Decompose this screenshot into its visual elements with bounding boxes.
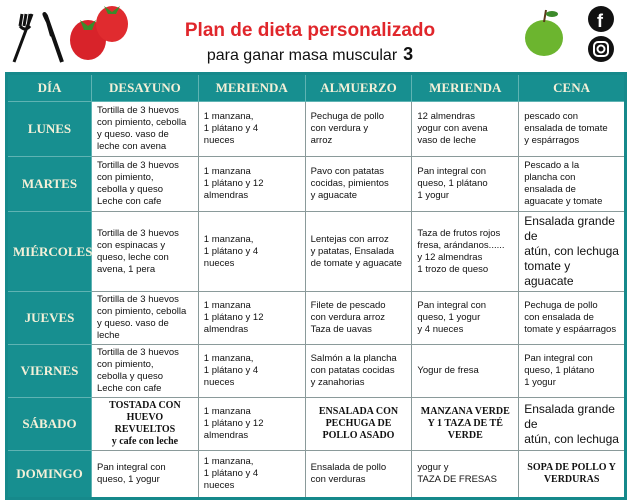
fork-knife-icon bbox=[12, 12, 64, 63]
day-label: DOMINGO bbox=[6, 450, 92, 499]
day-label: SÁBADO bbox=[6, 397, 92, 451]
meal-cell: pescado con ensalada de tomate y espárra… bbox=[518, 101, 626, 157]
column-header-almuerzo: ALMUERZO bbox=[304, 73, 413, 102]
meal-cell: Yogur de fresa bbox=[411, 344, 520, 398]
meal-cell: Tortilla de 3 huevos con pimiento, cebol… bbox=[91, 101, 199, 157]
meal-cell: Pechuga de pollo con ensalada de tomate … bbox=[518, 291, 626, 345]
green-apple-icon bbox=[525, 9, 563, 56]
day-label: VIERNES bbox=[6, 344, 92, 398]
column-header-desayuno: DESAYUNO bbox=[91, 73, 199, 102]
meal-cell: Taza de frutos rojos fresa, arándanos...… bbox=[411, 211, 520, 292]
day-label: LUNES bbox=[6, 101, 92, 157]
meal-cell: Tortilla de 3 huevos con pimiento, cebol… bbox=[91, 156, 199, 212]
column-header-dia: DÍA bbox=[6, 73, 92, 102]
meal-cell: Ensalada de pollo con verduras bbox=[304, 450, 413, 499]
meal-cell: 1 manzana, 1 plátano y 4 nueces bbox=[197, 344, 306, 398]
meal-cell: Ensalada grande de atún, con lechuga bbox=[518, 397, 626, 451]
meal-cell: 1 manzana, 1 plátano y 4 nueces bbox=[197, 211, 306, 292]
facebook-icon[interactable]: f bbox=[588, 6, 614, 32]
column-header-cena: CENA bbox=[518, 73, 626, 102]
meal-cell: MANZANA VERDE Y 1 TAZA DE TÉ VERDE bbox=[411, 397, 520, 451]
diet-plan-table: DÍA DESAYUNO MERIENDA ALMUERZO MERIENDA … bbox=[5, 72, 627, 500]
table-row: MARTES Tortilla de 3 huevos con pimiento,… bbox=[6, 156, 626, 212]
meal-cell: Tortilla de 3 huevos con pimiento, cebol… bbox=[91, 344, 199, 398]
column-header-merienda: MERIENDA bbox=[197, 73, 306, 102]
meal-cell: Salmón a la plancha con patatas cocidas … bbox=[304, 344, 413, 398]
meal-cell: yogur y TAZA DE FRESAS bbox=[411, 450, 520, 499]
meal-cell: Ensalada grande de atún, con lechuga tom… bbox=[518, 211, 626, 292]
meal-cell: Lentejas con arroz y patatas, Ensalada d… bbox=[304, 211, 413, 292]
instagram-icon[interactable] bbox=[588, 36, 614, 62]
meal-cell: 1 manzana, 1 plátano y 4 nueces bbox=[197, 101, 306, 157]
meal-cell: Pan integral con queso, 1 plátano 1 yogu… bbox=[411, 156, 520, 212]
meal-cell: Pan integral con queso, 1 plátano 1 yogu… bbox=[518, 344, 626, 398]
meal-cell: 12 almendras yogur con avena vaso de lec… bbox=[411, 101, 520, 157]
table-row: DOMINGO Pan integral con queso, 1 yogur 1 … bbox=[6, 450, 626, 499]
page-header: Plan de dieta personalizado para ganar m… bbox=[0, 0, 640, 70]
meal-cell: 1 manzana 1 plátano y 12 almendras bbox=[197, 397, 306, 451]
table-row: SÁBADO TOSTADA CON HUEVO REVUELTOS y cafe… bbox=[6, 397, 626, 451]
meal-cell: SOPA DE POLLO Y VERDURAS bbox=[518, 450, 626, 499]
meal-cell: Tortilla de 3 huevos con espinacas y que… bbox=[91, 211, 199, 292]
meal-cell: 1 manzana 1 plátano y 12 almendras bbox=[197, 156, 306, 212]
strawberries-icon bbox=[70, 6, 128, 60]
meal-cell: 1 manzana, 1 plátano y 4 nueces bbox=[197, 450, 306, 499]
day-label: MIÉRCOLES bbox=[6, 211, 92, 292]
meal-cell: Filete de pescado con verdura arroz Taza… bbox=[304, 291, 413, 345]
page-title: Plan de dieta personalizado bbox=[184, 20, 436, 41]
table-header-row: DÍA DESAYUNO MERIENDA ALMUERZO MERIENDA … bbox=[6, 73, 626, 102]
svg-text:f: f bbox=[597, 11, 604, 31]
meal-cell: TOSTADA CON HUEVO REVUELTOS y cafe con l… bbox=[91, 397, 199, 451]
meal-cell: ENSALADA CON PECHUGA DE POLLO ASADO bbox=[304, 397, 413, 451]
meal-cell: Pechuga de pollo con verdura y arroz bbox=[304, 101, 413, 157]
table-row: LUNES Tortilla de 3 huevos con pimiento, … bbox=[6, 101, 626, 157]
meal-cell: Pan integral con queso, 1 yogur bbox=[91, 450, 199, 499]
meal-cell: Pavo con patatas cocidas, pimientos y ag… bbox=[304, 156, 413, 212]
meal-cell: Pescado a la plancha con ensalada de agu… bbox=[518, 156, 626, 212]
table-row: MIÉRCOLES Tortilla de 3 huevos con espina… bbox=[6, 211, 626, 292]
column-header-merienda-2: MERIENDA bbox=[411, 73, 520, 102]
table-row: JUEVES Tortilla de 3 huevos con pimiento,… bbox=[6, 291, 626, 345]
meal-cell: Pan integral con queso, 1 yogur y 4 nuec… bbox=[411, 291, 520, 345]
day-label: JUEVES bbox=[6, 291, 92, 345]
meal-cell: 1 manzana 1 plátano y 12 almendras bbox=[197, 291, 306, 345]
day-label: MARTES bbox=[6, 156, 92, 212]
table-row: VIERNES Tortilla de 3 huevos con pimiento… bbox=[6, 344, 626, 398]
meal-cell: Tortilla de 3 huevos con pimiento, cebol… bbox=[91, 291, 199, 345]
page-subtitle: para ganar masa muscular 3 bbox=[206, 44, 414, 64]
